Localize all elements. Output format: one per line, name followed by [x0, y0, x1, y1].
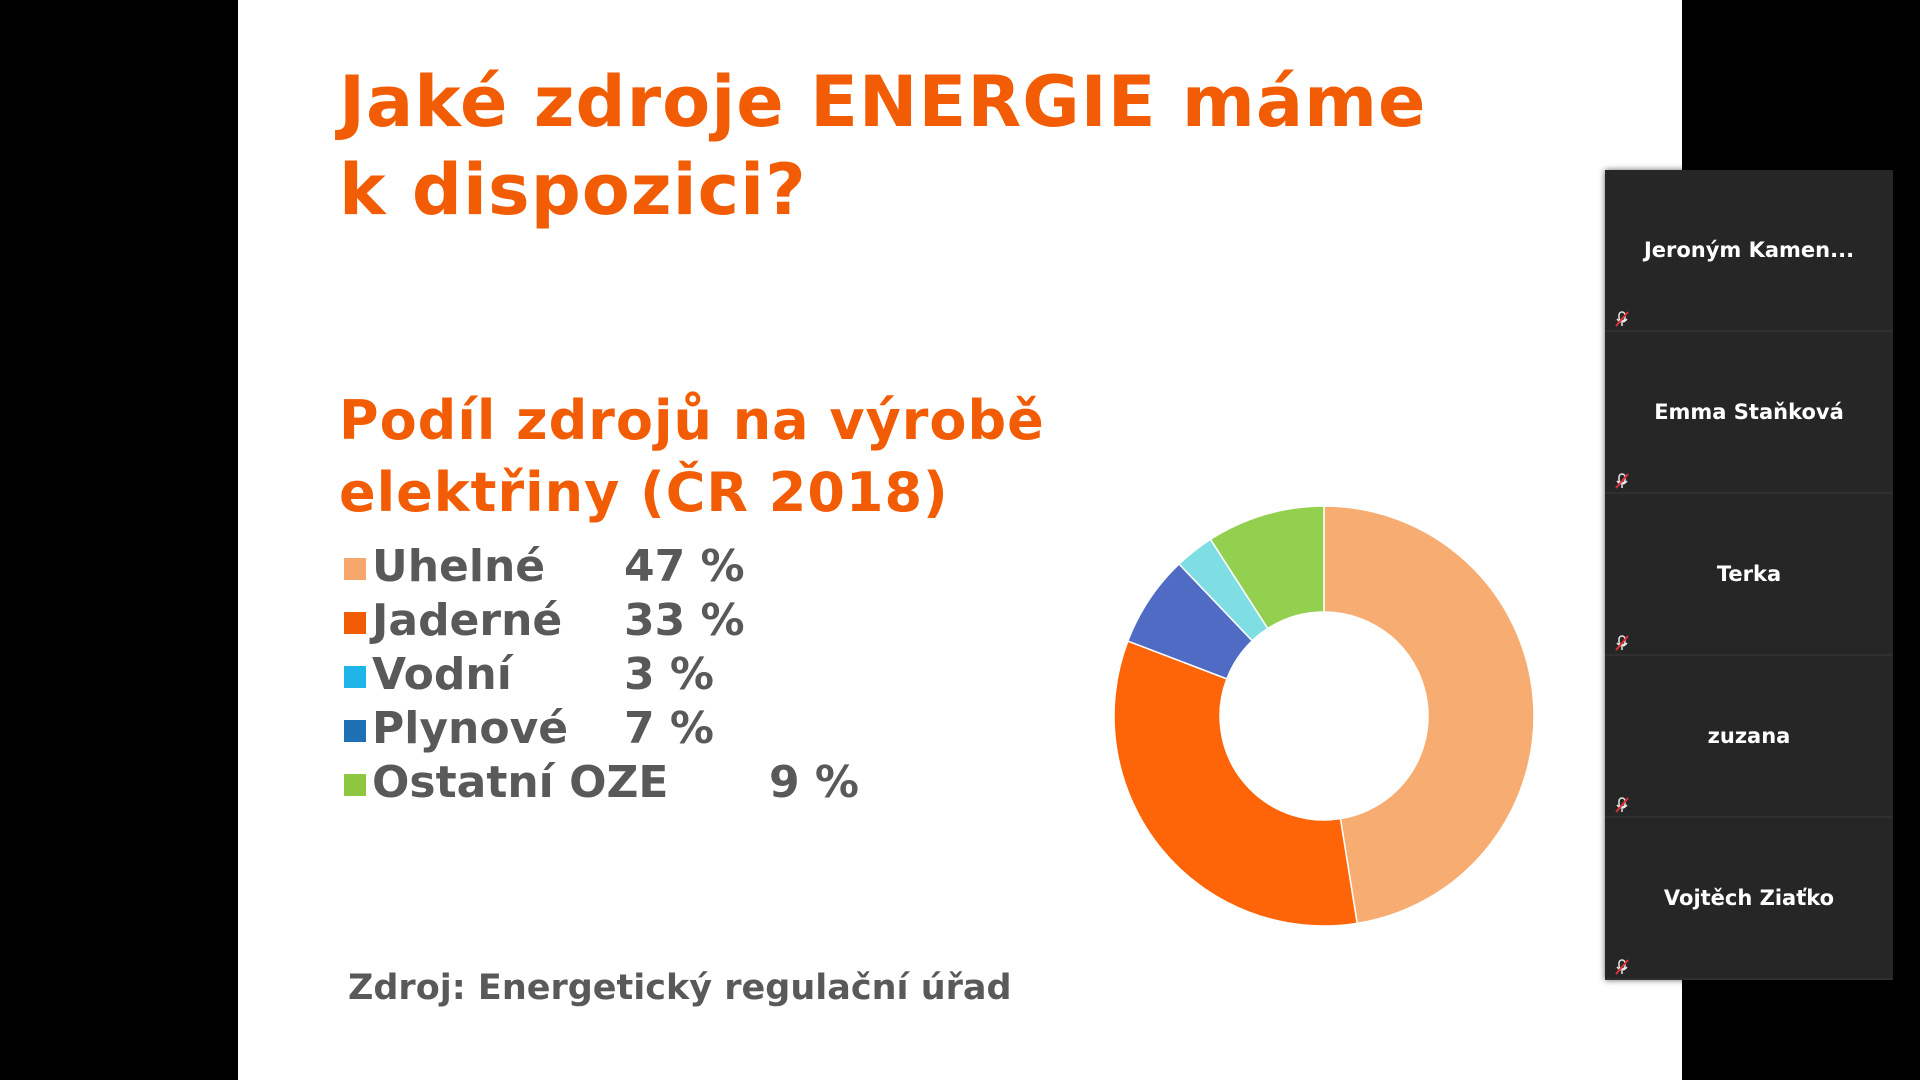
legend-item-plynove: Plynové 7 % [344, 702, 1064, 756]
mic-muted-icon [1615, 473, 1629, 489]
legend-value: 7 % [624, 703, 715, 754]
participant-tile[interactable]: Emma Staňková [1605, 332, 1893, 494]
legend-item-ostatni-oze: Ostatní OZE 9 % [344, 756, 1064, 810]
legend-label: Uhelné [372, 541, 546, 592]
donut-chart [1104, 496, 1544, 936]
legend-value: 33 % [624, 595, 745, 646]
chart-legend: Uhelné 47 % Jaderné 33 % Vodní 3 % Plyno… [344, 540, 1064, 810]
participant-tile[interactable]: Vojtěch Ziaťko [1605, 818, 1893, 980]
legend-swatch [344, 612, 366, 634]
legend-label: Jaderné [372, 595, 563, 646]
donut-slice-jaderné [1113, 640, 1359, 927]
legend-swatch [344, 774, 366, 796]
chart-heading: Podíl zdrojů na výrobě elektřiny (ČR 201… [339, 385, 1159, 529]
legend-swatch [344, 558, 366, 580]
chart-heading-line-1: Podíl zdrojů na výrobě [339, 389, 1045, 452]
legend-label: Vodní [372, 649, 512, 700]
legend-label: Ostatní OZE [372, 757, 669, 808]
mic-muted-icon [1615, 959, 1629, 975]
participant-name: Terka [1716, 562, 1782, 586]
mic-muted-icon [1615, 311, 1629, 327]
legend-item-uhelne: Uhelné 47 % [344, 540, 1064, 594]
legend-swatch [344, 720, 366, 742]
legend-value: 3 % [624, 649, 715, 700]
slide-title-line-1: Jaké zdroje ENERGIE máme [339, 61, 1427, 143]
presentation-slide: Jaké zdroje ENERGIE máme k dispozici? Po… [238, 0, 1682, 1080]
legend-swatch [344, 666, 366, 688]
slide-title-line-2: k dispozici? [339, 149, 807, 231]
participant-name: Vojtěch Ziaťko [1663, 886, 1835, 910]
legend-value: 9 % [769, 757, 860, 808]
source-note: Zdroj: Energetický regulační úřad [348, 968, 1012, 1008]
donut-slice-ostatní-oze [1209, 505, 1325, 630]
donut-slice-uhelné [1323, 505, 1535, 925]
legend-item-vodni: Vodní 3 % [344, 648, 1064, 702]
participant-tile[interactable]: Terka [1605, 494, 1893, 656]
legend-value: 47 % [624, 541, 745, 592]
donut-chart-svg [1113, 505, 1535, 927]
participant-tile[interactable]: Jeroným Kamen... [1605, 170, 1893, 332]
participant-name: zuzana [1707, 724, 1791, 748]
mic-muted-icon [1615, 797, 1629, 813]
legend-label: Plynové [372, 703, 569, 754]
chart-heading-line-2: elektřiny (ČR 2018) [339, 461, 949, 524]
mic-muted-icon [1615, 635, 1629, 651]
participant-name: Jeroným Kamen... [1643, 238, 1855, 262]
participant-name: Emma Staňková [1654, 400, 1844, 424]
slide-title: Jaké zdroje ENERGIE máme k dispozici? [339, 58, 1579, 234]
participant-tile[interactable]: zuzana [1605, 656, 1893, 818]
participants-panel: Jeroným Kamen... Emma Staňková Terka zuz… [1605, 170, 1893, 980]
legend-item-jaderne: Jaderné 33 % [344, 594, 1064, 648]
